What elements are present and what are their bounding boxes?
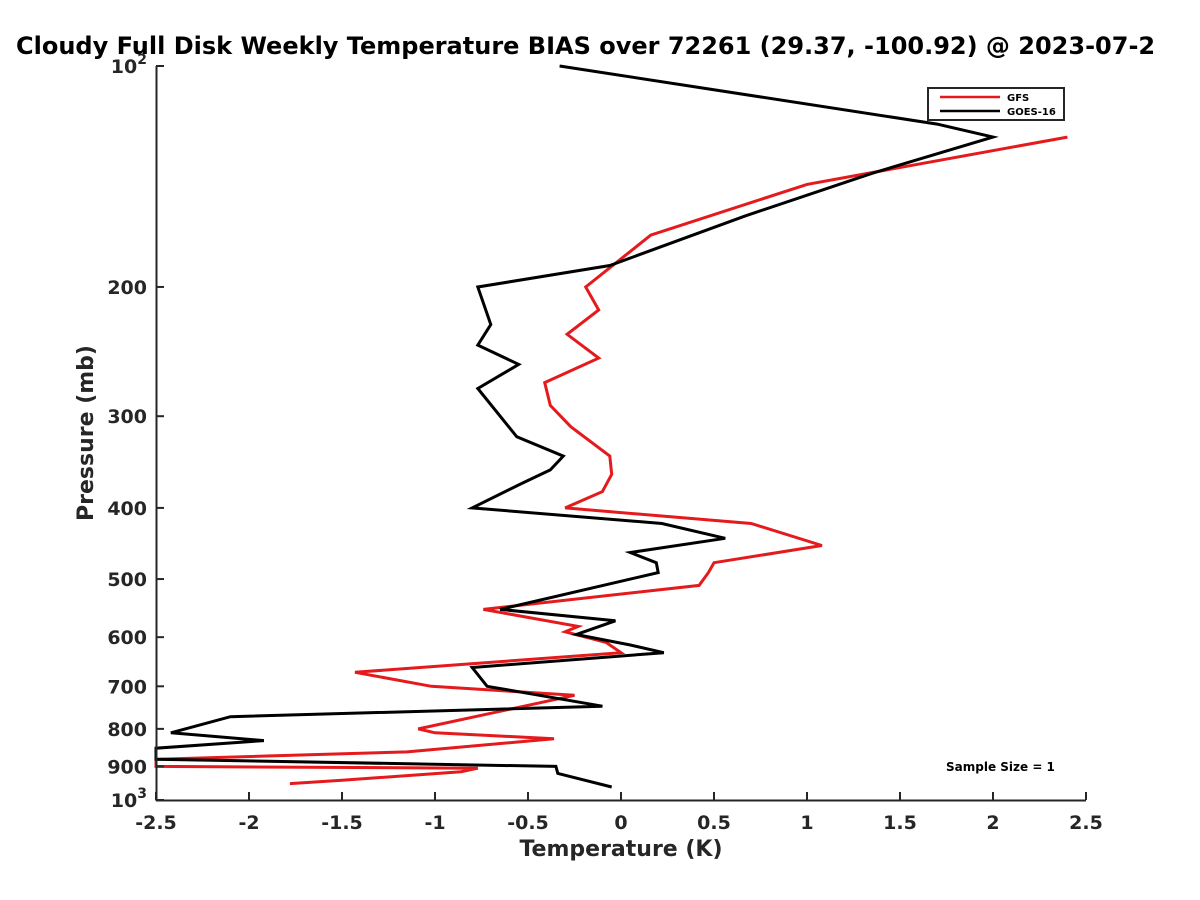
y-tick-label-base: 10 — [111, 790, 137, 812]
y-tick-label: 300 — [107, 406, 147, 428]
y-tick-label-base: 700 — [107, 676, 147, 698]
x-tick-label: 2.5 — [1069, 812, 1103, 834]
x-tick-label: -0.5 — [507, 812, 549, 834]
legend-box — [927, 87, 1065, 121]
y-tick-label-base: 400 — [107, 498, 147, 520]
y-tick-label: 500 — [107, 569, 147, 591]
x-tick-label: 1.5 — [883, 812, 917, 834]
sample-size-annotation: Sample Size = 1 — [946, 760, 1055, 774]
y-tick-label-base: 10 — [111, 56, 137, 78]
y-tick-label-base: 600 — [107, 627, 147, 649]
x-tick-label: -1 — [424, 812, 445, 834]
x-tick-label: 1 — [800, 812, 813, 834]
series-layer — [154, 64, 1068, 789]
x-tick-label: 0.5 — [697, 812, 731, 834]
x-tick-label: 0 — [614, 812, 627, 834]
y-tick-label: 102 — [111, 52, 147, 78]
y-tick-label-exponent: 2 — [137, 52, 147, 68]
x-axis-label: Temperature (K) — [519, 837, 722, 862]
legend-label-gfs: GFS — [1007, 93, 1029, 104]
y-tick-label: 200 — [107, 277, 147, 299]
y-tick-label: 800 — [107, 719, 147, 741]
x-tick-label: -1.5 — [321, 812, 363, 834]
y-tick-label-exponent: 3 — [137, 786, 147, 802]
series-line-gfs — [154, 135, 1068, 786]
y-tick-label-base: 300 — [107, 406, 147, 428]
x-ticks: -2.5 -2 -1.5 -1 -0.5 0 0.5 1 1.5 2 2.5 — [135, 792, 1103, 834]
y-tick-label: 700 — [107, 676, 147, 698]
legend: GFS GOES-16 — [927, 87, 1065, 121]
x-tick-label: -2 — [238, 812, 259, 834]
y-tick-label-base: 200 — [107, 277, 147, 299]
y-tick-label-base: 500 — [107, 569, 147, 591]
x-tick-label: 2 — [986, 812, 999, 834]
x-tick-label: -2.5 — [135, 812, 177, 834]
y-tick-label: 900 — [107, 756, 147, 778]
series-line-goes-16 — [154, 64, 999, 789]
y-tick-label-base: 900 — [107, 756, 147, 778]
legend-label-goes16: GOES-16 — [1007, 107, 1056, 118]
chart-title: Cloudy Full Disk Weekly Temperature BIAS… — [16, 32, 1155, 60]
y-axis-label: Pressure (mb) — [74, 345, 99, 521]
y-tick-label: 400 — [107, 498, 147, 520]
y-tick-label: 600 — [107, 627, 147, 649]
y-tick-label: 103 — [111, 786, 147, 812]
y-tick-label-base: 800 — [107, 719, 147, 741]
